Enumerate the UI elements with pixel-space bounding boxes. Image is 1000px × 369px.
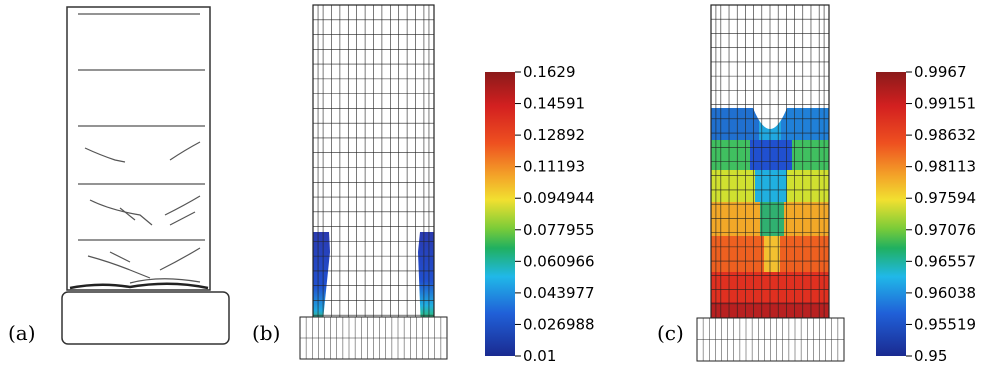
panel-label-c: (c) xyxy=(657,321,684,345)
panel-c-fe-mesh xyxy=(696,4,845,362)
colorbar-tick-label: 0.97594 xyxy=(914,189,976,207)
base-grid-c xyxy=(697,318,844,361)
panel-b-fe-mesh xyxy=(299,4,448,360)
colorbar-tick-label: 0.043977 xyxy=(523,284,595,302)
mesh-grid-c xyxy=(711,5,829,318)
panel-a-specimen-sketch xyxy=(61,6,230,345)
colorbar-tick-label: 0.95519 xyxy=(914,315,976,333)
colorbar-b-gradient xyxy=(485,72,515,356)
colorbar-tick-label: 0.14591 xyxy=(523,95,585,113)
damage-band-right xyxy=(418,232,434,330)
colorbar-tick-label: 0.060966 xyxy=(523,252,595,270)
mesh-grid-b xyxy=(313,5,434,330)
colorbar-b: 0.1629 0.14591 0.12892 0.11193 0.094944 0.077… xyxy=(485,63,595,365)
colorbar-tick-label: 0.98632 xyxy=(914,126,976,144)
colorbar-tick-label: 0.95 xyxy=(914,347,947,365)
colorbar-tick-label: 0.97076 xyxy=(914,221,976,239)
colorbar-tick-label: 0.98113 xyxy=(914,158,976,176)
colorbar-c-gradient xyxy=(876,72,906,356)
crack-lines xyxy=(69,13,209,290)
colorbar-tick-label: 0.96038 xyxy=(914,284,976,302)
colorbar-tick-label: 0.9967 xyxy=(914,63,967,81)
colorbar-tick-label: 0.11193 xyxy=(523,158,585,176)
colorbar-tick-label: 0.96557 xyxy=(914,252,976,270)
colorbar-tick-label: 0.99151 xyxy=(914,95,976,113)
colorbar-tick-label: 0.12892 xyxy=(523,126,585,144)
colorbar-tick-label: 0.01 xyxy=(523,347,556,365)
panel-label-a: (a) xyxy=(8,321,36,345)
colorbar-c: 0.9967 0.99151 0.98632 0.98113 0.97594 0.9707… xyxy=(876,63,976,365)
colorbar-tick-label: 0.094944 xyxy=(523,189,595,207)
base-grid-b xyxy=(300,317,447,359)
colorbar-tick-label: 0.077955 xyxy=(523,221,595,239)
panel-label-b: (b) xyxy=(252,321,280,345)
colorbar-tick-label: 0.1629 xyxy=(523,63,576,81)
colorbar-tick-label: 0.026988 xyxy=(523,315,595,333)
damage-band-left xyxy=(313,232,330,330)
